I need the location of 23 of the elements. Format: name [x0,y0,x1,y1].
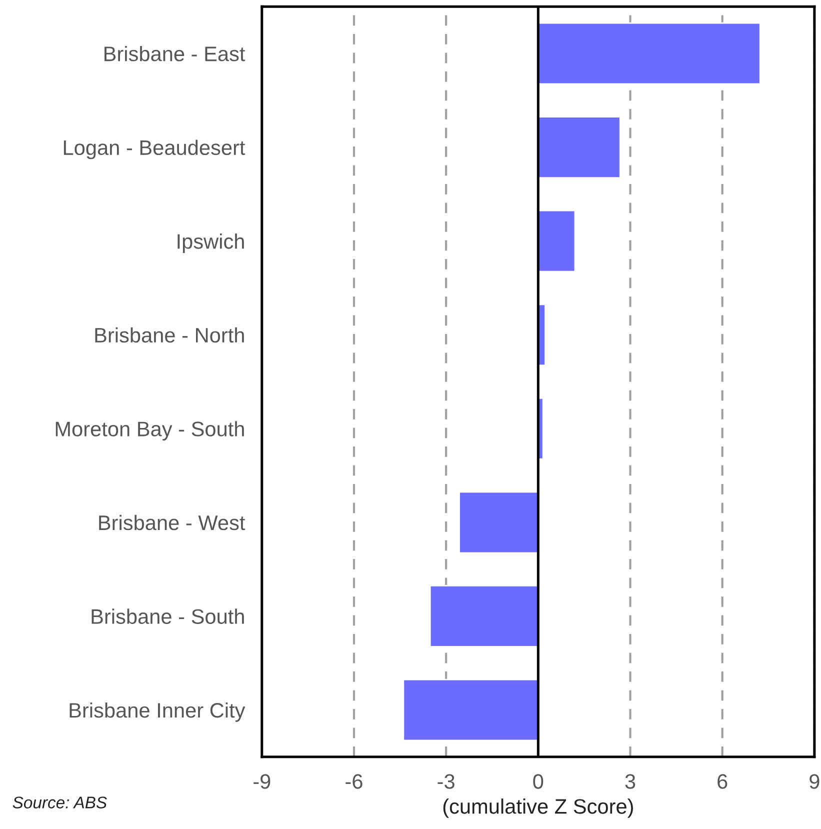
bar [537,22,761,85]
bar [429,585,539,648]
y-tick-label: Brisbane - South [92,608,244,624]
source-note: Source: ABS [12,796,107,808]
bar [402,678,539,742]
x-tick-label: 9 [810,774,820,789]
x-tick-label: 0 [533,774,544,789]
x-tick-label: -9 [254,774,270,789]
x-tick-label: 3 [625,774,636,789]
y-tick-label: Ipswich [178,234,244,253]
y-tick-label: Brisbane Inner City [70,702,246,722]
x-tick-label: -6 [346,774,362,789]
x-tick-label: -3 [438,774,454,789]
bar [537,116,621,178]
y-tick-label: Brisbane - West [99,514,246,530]
x-axis-title: (cumulative Z Score) [443,798,633,818]
y-tick-label: Moreton Bay - South [56,421,244,441]
bar [537,210,576,272]
y-tick-label: Logan - Beaudesert [64,140,246,160]
bar [458,491,539,554]
y-tick-label: Brisbane - East [104,46,246,62]
y-tick-label: Brisbane - North [95,327,244,343]
x-tick-label: 6 [718,774,728,789]
